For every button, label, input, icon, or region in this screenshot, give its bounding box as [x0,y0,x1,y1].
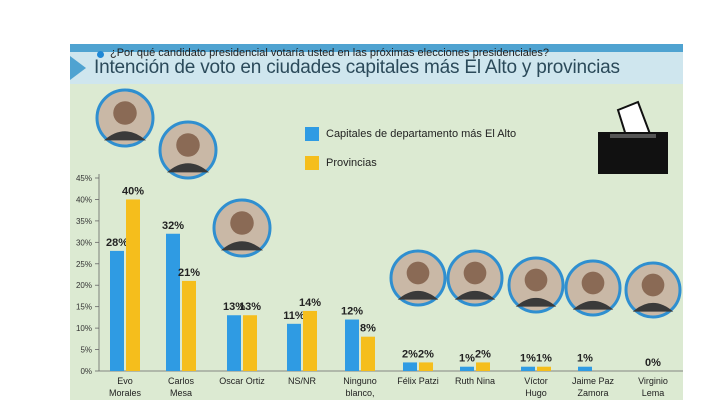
data-label: 40% [122,185,144,197]
category-label: Jaime Paz [572,376,615,386]
category-label: Mesa [170,388,192,398]
category-label: NS/NR [288,376,317,386]
candidate-shoulders [515,297,557,307]
data-label: 13% [223,301,245,313]
category-label: Zamora [577,388,608,398]
data-label: 1% [520,353,536,365]
category-label: Ruth Nina [455,376,495,386]
category-label: Carlos [168,376,195,386]
bar-provincias [243,315,257,371]
candidate-shoulders [454,290,496,300]
y-tick-label: 40% [76,195,92,204]
legend-label-series1: Capitales de departamento más El Alto [326,128,517,140]
legend-swatch-series1 [305,127,319,141]
title-arrow-icon [70,56,86,80]
candidate-face [230,211,254,235]
chart-title: Intención de voto en ciudades capitales … [94,57,620,78]
y-tick-label: 20% [76,281,92,290]
candidate-shoulders [221,241,263,251]
y-tick-label: 15% [76,303,92,312]
title-accent [70,44,683,52]
data-label: 1% [536,353,552,365]
survey-question: ¿Por qué candidato presidencial votaría … [110,47,550,59]
candidate-face [641,273,665,297]
candidate-face [113,101,137,125]
bar-capitales [110,250,124,371]
candidate-face [176,133,200,157]
bar-provincias [419,362,433,371]
ballot-box-icon [598,100,668,174]
category-label: Víctor [524,376,548,386]
bar-capitales [227,315,241,371]
bar-capitales [287,323,301,371]
legend-label-series2: Provincias [326,157,377,169]
category-label: Evo [117,376,133,386]
data-label: 2% [418,348,434,360]
category-label: Lema [642,388,665,398]
bar-provincias [126,199,140,371]
bar-capitales [460,366,474,371]
y-tick-label: 35% [76,217,92,226]
candidate-shoulders [397,290,439,300]
bar-capitales [521,366,535,371]
bar-capitales [345,319,359,371]
y-tick-label: 30% [76,238,92,247]
data-label: 21% [178,267,200,279]
candidate-face [524,268,548,292]
data-label: 2% [402,348,418,360]
bar-capitales [578,366,592,371]
legend-item-series1: Capitales de departamento más El Alto [305,127,516,141]
bar-capitales [403,362,417,371]
category-label: Ninguno [343,376,377,386]
y-tick-label: 5% [80,346,92,355]
category-label: Oscar Ortiz [219,376,265,386]
category-label: blanco, [345,388,374,398]
bar-provincias [537,366,551,371]
y-tick-label: 0% [80,367,92,376]
title-bar: Intención de voto en ciudades capitales … [70,44,683,84]
legend-swatch-series2 [305,156,319,170]
data-label: 1% [577,353,593,365]
candidate-face [581,271,605,295]
legend-item-series2: Provincias [305,156,377,170]
y-tick-label: 10% [76,324,92,333]
bar-provincias [361,336,375,371]
bar-provincias [476,362,490,371]
candidate-face [406,261,430,285]
candidate-shoulders [167,163,209,173]
data-label: 13% [239,301,261,313]
category-label: Morales [109,388,142,398]
y-tick-label: 45% [76,174,92,183]
y-tick-label: 25% [76,260,92,269]
category-label: Virginio [638,376,668,386]
data-label: 12% [341,306,363,318]
candidate-shoulders [632,302,674,312]
bullet-icon [97,51,104,58]
data-label: 8% [360,323,376,335]
bar-capitales [166,233,180,371]
data-label: 1% [459,353,475,365]
bar-provincias [303,310,317,371]
data-label: 2% [475,348,491,360]
candidate-shoulders [104,131,146,141]
category-label: Félix Patzi [397,376,439,386]
data-label: 32% [162,220,184,232]
candidate-shoulders [572,300,614,310]
candidate-face [463,261,487,285]
data-label: 11% [283,310,305,322]
data-label: 0% [645,357,661,369]
bar-provincias [182,280,196,371]
data-label: 28% [106,237,128,249]
category-label: Hugo [525,388,547,398]
data-label: 14% [299,297,321,309]
